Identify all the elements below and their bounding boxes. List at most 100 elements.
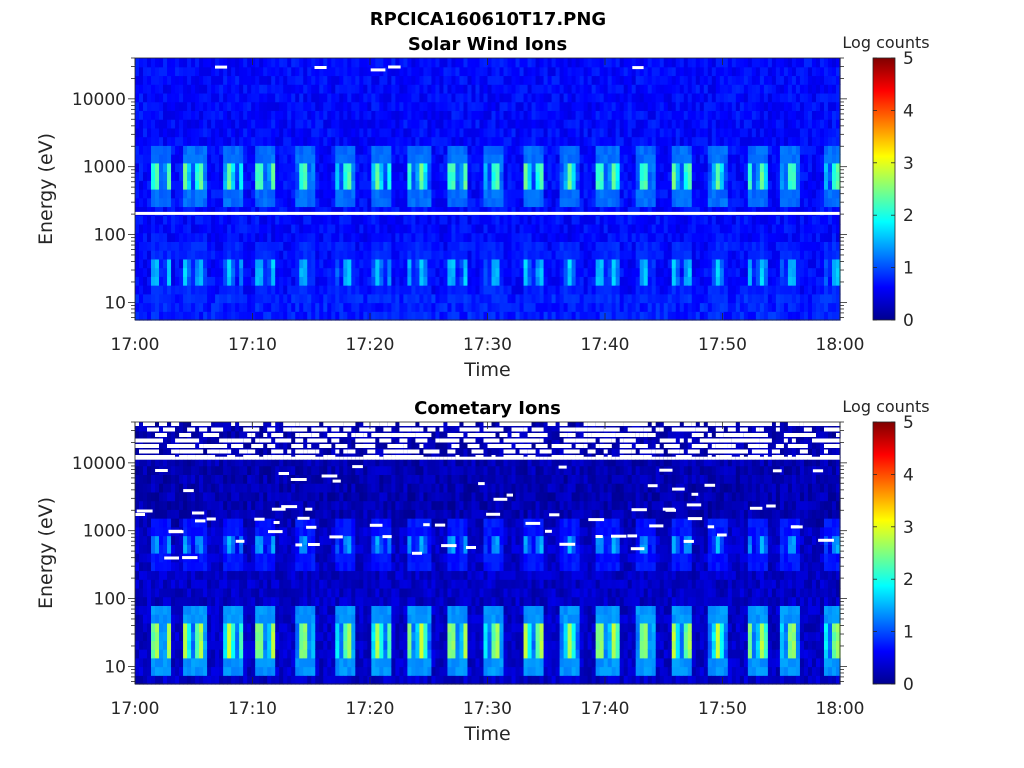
heatmap-cell [671,311,677,321]
heatmap-cell [295,293,300,304]
heatmap-cell [271,127,276,138]
heatmap-cell [307,66,312,77]
heatmap-cell [347,258,352,269]
heatmap-cell [799,232,805,242]
heatmap-cell [135,258,140,269]
heatmap-cell [787,92,793,103]
heatmap-cell [767,189,773,199]
heatmap-cell [499,84,505,94]
heatmap-cell [579,145,585,155]
heatmap-cell [415,311,421,321]
heatmap-cell [651,223,657,234]
heatmap-cell [351,258,356,269]
heatmap-cell [695,311,701,321]
heatmap-cell [603,302,609,312]
heatmap-cell [539,154,545,164]
heatmap-cell [747,267,753,277]
heatmap-cell [675,180,681,190]
heatmap-cell [435,162,441,173]
heatmap-cell [647,127,653,138]
heatmap-cell [247,92,252,103]
heatmap-cell [711,241,717,251]
heatmap-cell [423,215,429,225]
heatmap-cell [223,276,228,286]
heatmap-cell [511,241,517,251]
heatmap-cell [607,241,613,251]
heatmap-cell [759,206,765,216]
heatmap-cell [755,110,761,120]
heatmap-cell [619,171,625,181]
heatmap-cell [295,92,300,103]
heatmap-cell [751,241,757,251]
heatmap-cell [699,293,705,304]
heatmap-cell [343,92,348,103]
heatmap-cell [219,250,224,260]
heatmap-cell [347,136,352,146]
heatmap-cell [135,136,140,146]
heatmap-cell [427,189,433,199]
heatmap-cell [319,180,324,190]
heatmap-cell [779,250,785,260]
heatmap-cell [627,285,633,295]
heatmap-cell [203,101,208,111]
heatmap-cell [439,66,445,77]
heatmap-cell [683,101,689,111]
heatmap-cell [335,189,340,199]
heatmap-cell [143,302,148,312]
heatmap-cell [463,267,469,277]
heatmap-cell [199,250,204,260]
heatmap-cell [287,171,292,181]
heatmap-cell [655,127,661,138]
heatmap-cell [779,180,785,190]
heatmap-cell [531,171,537,181]
heatmap-cell [143,276,148,286]
heatmap-cell [627,223,633,234]
heatmap-cell [139,66,144,77]
heatmap-cell [667,58,673,68]
heatmap-cell [507,66,513,77]
heatmap-cell [391,311,396,321]
heatmap-cell [487,136,493,146]
heatmap-cell [647,110,653,120]
heatmap-cell [731,189,737,199]
heatmap-cell [391,189,396,199]
heatmap-cell [487,180,493,190]
heatmap-cell [395,302,400,312]
heatmap-cell [435,119,441,129]
heatmap-cell [651,250,657,260]
heatmap-cell [271,92,276,103]
heatmap-cell [375,101,380,111]
heatmap-cell [547,75,553,85]
heatmap-cell [371,75,376,85]
heatmap-cell [203,206,208,216]
heatmap-cell [215,293,220,304]
heatmap-cell [619,258,625,269]
heatmap-cell [739,232,745,242]
heatmap-cell [203,232,208,242]
heatmap-cell [703,189,709,199]
heatmap-cell [755,223,761,234]
heatmap-cell [343,267,348,277]
heatmap-cell [283,136,288,146]
heatmap-cell [771,302,777,312]
heatmap-cell [391,75,396,85]
heatmap-cell [315,136,320,146]
heatmap-cell [691,302,697,312]
heatmap-cell [139,119,144,129]
heatmap-cell [155,58,160,68]
heatmap-cell [363,223,368,234]
heatmap-cell [447,197,453,208]
heatmap-cell [687,241,693,251]
heatmap-cell [659,136,665,146]
heatmap-cell [627,206,633,216]
heatmap-cell [491,197,497,208]
heatmap-cell [287,302,292,312]
heatmap-cell [563,285,569,295]
heatmap-cell [687,145,693,155]
heatmap-cell [255,110,260,120]
heatmap-cell [699,250,705,260]
heatmap-cell [235,311,240,321]
heatmap-cell [443,171,449,181]
heatmap-cell [447,206,453,216]
heatmap-cell [683,119,689,129]
